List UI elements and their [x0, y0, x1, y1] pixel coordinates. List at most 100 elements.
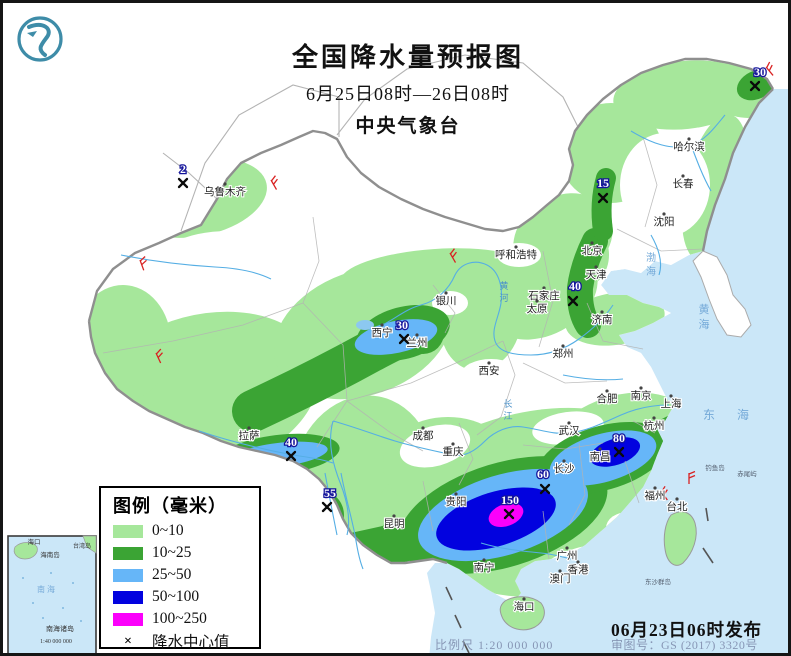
legend-label: 100~250: [152, 610, 207, 627]
city-dot: [567, 421, 571, 425]
center-x-icon: [177, 177, 189, 189]
city-dot: [639, 386, 643, 390]
city-label: 香港: [568, 564, 589, 576]
city-dot: [421, 426, 425, 430]
city-label: 广州: [557, 550, 578, 562]
city-dot: [487, 361, 491, 365]
center-x-icon: [749, 80, 761, 92]
city-label: 拉萨: [239, 429, 260, 442]
city-label: 台北: [667, 500, 688, 513]
issue-time: 06月23日06时发布: [611, 620, 762, 640]
legend-swatch: [113, 568, 143, 582]
city-label: 哈尔滨: [673, 140, 705, 153]
city-label: 武汉: [559, 424, 580, 437]
center-value: 150: [501, 493, 519, 507]
city-label: 合肥: [597, 392, 618, 405]
city-label: 昆明: [384, 518, 405, 530]
taiwan-island: [663, 511, 697, 566]
city-dot: [444, 291, 448, 295]
center-value: 30: [754, 65, 766, 79]
city-dot: [558, 569, 562, 573]
sea-label: 东海: [703, 407, 749, 422]
city-label: 南昌: [590, 450, 611, 463]
legend-swatch: [113, 590, 143, 604]
center-x-icon: [539, 483, 551, 495]
city-label: 呼和浩特: [495, 249, 537, 261]
city-dot: [415, 333, 419, 337]
city-dot: [542, 286, 546, 290]
center-x-icon: [567, 295, 579, 307]
city-label: 郑州: [553, 347, 574, 360]
city-label: 太原: [527, 302, 548, 315]
legend-item: 100~250: [113, 608, 259, 630]
city-label: 成都: [413, 430, 434, 442]
center-value: 60: [537, 467, 549, 481]
wind-barb-icon: [155, 348, 163, 364]
legend-swatch: [113, 546, 143, 560]
wind-barb-icon: [660, 485, 668, 501]
city-dot: [652, 416, 656, 420]
city-label: 北京: [582, 244, 603, 257]
city-dot: [576, 560, 580, 564]
legend-swatch: [113, 612, 143, 626]
inset-label: 1:40 000 000: [40, 639, 72, 645]
city-dot: [454, 492, 458, 496]
foreign-borders: [162, 54, 580, 232]
city-label: 西宁: [372, 326, 393, 339]
center-value: 55: [324, 486, 336, 500]
legend-label: 10~25: [152, 544, 192, 561]
wind-barb-icon: [765, 61, 774, 76]
city-label: 西安: [479, 364, 500, 377]
city-dot: [687, 137, 691, 141]
city-label: 济南: [592, 313, 613, 326]
legend-item: 25~50: [113, 564, 259, 586]
sea-area: [427, 89, 788, 653]
legend-label: 0~10: [152, 522, 184, 539]
sea-labels: 渤海黄海东海: [646, 251, 749, 422]
wind-barbs: [139, 61, 774, 501]
wind-barb-icon: [270, 175, 278, 190]
precip-center-markers: 2 15 30 40 30 40 55 150 60 80: [177, 64, 767, 520]
center-x-icon: [613, 446, 625, 458]
inset-label: 南 海: [37, 584, 55, 594]
city-label: 兰州: [407, 336, 428, 349]
center-x-icon: [503, 508, 515, 520]
city-label: 上海: [661, 397, 682, 410]
city-dot: [662, 212, 666, 216]
city-label: 杭州: [644, 419, 665, 432]
precip-center-icon: ×: [124, 633, 132, 649]
center-value: 40: [569, 279, 581, 293]
city-label: 南宁: [474, 561, 495, 574]
rivers: [120, 114, 726, 570]
city-dot: [223, 182, 227, 186]
center-x-icon: [597, 192, 609, 204]
city-label: 澳门: [550, 572, 571, 585]
city-dot: [482, 558, 486, 562]
center-value: 30: [396, 318, 408, 332]
inset-label: 海口: [28, 537, 41, 546]
city-label: 天津: [586, 269, 607, 281]
island-label: 东沙群岛: [645, 577, 671, 586]
legend-title: 图例（毫米）: [113, 496, 227, 516]
city-dot: [392, 514, 396, 518]
map-scale: 比例尺 1:20 000 000: [435, 638, 554, 652]
qinghai-lake: [356, 320, 374, 330]
city-dot: [675, 497, 679, 501]
center-value: 15: [597, 176, 609, 190]
legend: 图例（毫米） 0~10 10~25 25~50 50~100 100~250 × 降水中心值: [99, 486, 261, 651]
city-label: 福州: [645, 489, 666, 502]
city-dot: [561, 344, 565, 348]
center-x-icon: [285, 450, 297, 462]
legend-swatch: [113, 524, 143, 538]
river-label: 长江: [503, 398, 512, 421]
hainan-island: [499, 596, 545, 631]
center-value: 40: [285, 435, 297, 449]
approval-number: 审图号：GS (2017) 3320号: [611, 638, 758, 652]
city-label: 贵阳: [446, 495, 467, 508]
city-label: 海口: [514, 600, 535, 613]
legend-item: 10~25: [113, 542, 259, 564]
